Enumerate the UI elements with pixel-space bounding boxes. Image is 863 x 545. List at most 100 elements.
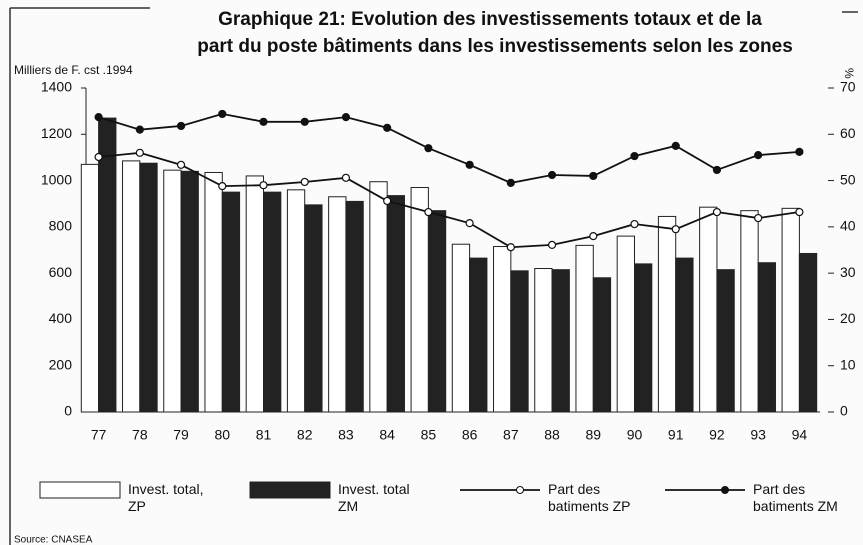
bar [180, 170, 199, 413]
legend-label: Invest. total ZM [338, 481, 410, 514]
x-tick-label: 80 [214, 427, 230, 443]
y2-tick-label: 50 [840, 171, 856, 187]
chart-title: Graphique 21: Evolution des investisseme… [218, 9, 762, 30]
bar [493, 246, 512, 413]
line-point [630, 151, 639, 161]
y-tick-label: 0 [64, 403, 72, 419]
bar [328, 196, 347, 413]
y-tick-label: 1000 [41, 171, 72, 187]
x-tick-label: 88 [544, 427, 560, 443]
line-point [712, 207, 722, 217]
bar [286, 189, 306, 413]
line-point [259, 181, 268, 190]
line-point [547, 240, 557, 250]
line-point [712, 165, 722, 175]
bar [740, 210, 759, 413]
y2-tick-label: 30 [840, 264, 856, 280]
x-tick-label: 89 [585, 427, 601, 443]
line [98, 151, 800, 249]
x-tick-label: 92 [709, 427, 725, 443]
legend-swatch [516, 486, 524, 494]
bar [592, 277, 612, 413]
x-tick-label: 85 [421, 427, 437, 443]
bar [263, 191, 282, 413]
y-tick-label: 400 [49, 310, 73, 326]
bar [98, 117, 117, 413]
line-point [506, 178, 515, 187]
bar [699, 206, 718, 413]
bar [304, 204, 323, 413]
bar [657, 215, 677, 413]
bar [386, 195, 405, 413]
line-point [135, 148, 144, 157]
y-tick-label: 200 [49, 356, 73, 372]
line-point [176, 160, 186, 169]
bar [204, 171, 223, 413]
y-tick-label: 1200 [41, 125, 72, 141]
line-point [424, 144, 433, 153]
line-point [94, 152, 103, 162]
legend-label: Part des batiments ZP [548, 481, 631, 514]
line-point [341, 173, 351, 182]
y2-tick-label: 10 [840, 356, 856, 372]
bar [163, 169, 182, 413]
x-tick-label: 78 [132, 427, 148, 443]
y-tick-label: 800 [49, 218, 73, 234]
bar [534, 268, 553, 413]
line-point [795, 147, 804, 156]
legend-swatch [39, 481, 121, 499]
line-point [424, 207, 433, 217]
line-point [547, 170, 557, 180]
x-tick-label: 84 [379, 427, 395, 443]
y2-tick-label: 70 [840, 79, 856, 95]
x-tick-label: 83 [338, 427, 354, 443]
line-point [218, 109, 227, 119]
line-point [94, 113, 103, 122]
x-tick-label: 81 [256, 427, 272, 443]
chart-subtitle: part du poste bâtiments dans les investi… [197, 36, 793, 57]
bar [122, 160, 141, 413]
x-tick-label: 94 [792, 427, 808, 443]
y2-axis-label: % [842, 68, 856, 79]
line-point [754, 213, 763, 223]
bar [139, 162, 158, 413]
line-point [630, 219, 639, 229]
legend-label: Invest. total, ZP [128, 481, 204, 514]
line-point [383, 196, 392, 206]
line-point [589, 171, 598, 181]
bar [369, 181, 388, 413]
bar [798, 252, 818, 413]
line-point [176, 121, 186, 131]
x-tick-label: 77 [91, 427, 107, 443]
line-point [300, 177, 309, 187]
bar [221, 191, 241, 413]
line-point [300, 117, 309, 126]
x-tick-label: 91 [668, 427, 684, 443]
y-tick-label: 1400 [41, 79, 72, 95]
x-tick-label: 86 [462, 427, 478, 443]
y-tick-label: 600 [49, 264, 73, 280]
bar [716, 269, 735, 413]
bar [757, 262, 776, 413]
x-tick-label: 93 [750, 427, 766, 443]
bar [510, 270, 529, 413]
bar [451, 243, 471, 413]
bar [345, 200, 364, 413]
line-point [135, 125, 144, 134]
bar [80, 163, 100, 413]
line-point [589, 232, 598, 241]
line-point [795, 207, 804, 217]
y2-tick-label: 40 [840, 218, 856, 234]
bar [634, 263, 653, 413]
line-point [671, 225, 680, 234]
y2-tick-label: 60 [840, 125, 856, 141]
line-point [754, 151, 763, 160]
bar [551, 269, 570, 413]
bar [575, 244, 594, 413]
y2-tick-label: 20 [840, 310, 856, 326]
bar [675, 257, 694, 413]
line [98, 112, 800, 184]
x-tick-label: 82 [297, 427, 313, 443]
